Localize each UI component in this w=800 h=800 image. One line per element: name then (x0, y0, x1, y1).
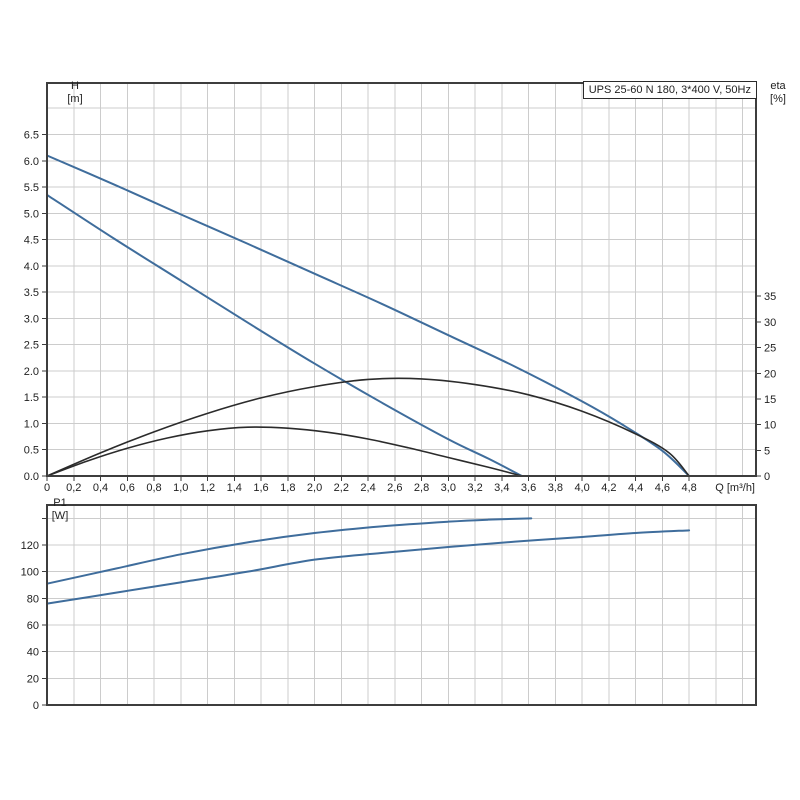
y-tick-label: 100 (21, 567, 39, 579)
y-tick-label: 2.5 (24, 340, 39, 352)
y-tick-label: 3.0 (24, 313, 39, 325)
y-tick-label: 60 (27, 620, 39, 632)
x-tick-label: 3,6 (521, 482, 536, 494)
y2-tick-label: 20 (764, 368, 776, 380)
curve-eta-max-speed (46, 377, 690, 477)
plot-background (47, 83, 756, 476)
x-tick-label: 3,0 (441, 482, 456, 494)
y-tick-label: 5.0 (24, 208, 39, 220)
curve-p1-max-speed (46, 517, 533, 585)
curve-eta-min-speed (46, 426, 523, 477)
y-tick-label: 4.0 (24, 261, 39, 273)
y2-tick-label: 0 (764, 471, 770, 483)
y2-tick-label: 10 (764, 420, 776, 432)
y-tick-label: 1.0 (24, 418, 39, 430)
p1-axis-unit: [W] (51, 509, 69, 522)
chart-title: UPS 25-60 N 180, 3*400 V, 50Hz (582, 81, 757, 99)
x-tick-label: 4,4 (628, 482, 643, 494)
x-tick-label: 0,4 (93, 482, 108, 494)
plot-frame (46, 82, 757, 477)
x-tick-label: 1,6 (253, 482, 268, 494)
y-tick-label: 6.0 (24, 156, 39, 168)
h-axis-name: H (71, 80, 79, 92)
x-tick-label: 2,6 (387, 482, 402, 494)
y-tick-label: 20 (27, 673, 39, 685)
x-tick-label: 4,0 (574, 482, 589, 494)
x-tick-label: 2,4 (360, 482, 375, 494)
x-tick-label: 4,2 (601, 482, 616, 494)
y-tick-label: 4.5 (24, 235, 39, 247)
y-tick-label: 5.5 (24, 182, 39, 194)
y-tick-label: 120 (21, 540, 39, 552)
x-tick-label: 4,6 (655, 482, 670, 494)
y-tick-label: 3.5 (24, 287, 39, 299)
y2-tick-label: 25 (764, 343, 776, 355)
eta-axis-label: eta [%] (757, 80, 799, 105)
p1-axis-label: P1 [W] (42, 497, 78, 522)
y2-tick-label: 5 (764, 445, 770, 457)
curve-h-min-speed (46, 193, 523, 477)
x-tick-label: 1,2 (200, 482, 215, 494)
y-tick-label: 2.0 (24, 366, 39, 378)
x-tick-label: 2,2 (334, 482, 349, 494)
x-tick-label: 0 (44, 482, 50, 494)
y-tick-label: 0.0 (24, 471, 39, 483)
x-tick-label: 0,6 (120, 482, 135, 494)
q-axis-label: Q [m³/h] (715, 482, 755, 494)
x-tick-label: 3,8 (548, 482, 563, 494)
eta-axis-unit: [%] (770, 92, 786, 105)
x-tick-label: 2,8 (414, 482, 429, 494)
hq-eta-chart: 0 0,2 0,4 0,6 0,8 1,0 1,2 1,4 1,6 1,8 2,0 2,2 2,4 2,6… (24, 82, 776, 494)
plot-frame (46, 504, 757, 706)
eta-axis-name: eta (770, 80, 786, 92)
y-tick-label: 80 (27, 593, 39, 605)
x-tick-label: 0,8 (146, 482, 161, 494)
plot-background (47, 505, 756, 705)
y-tick-label: 40 (27, 647, 39, 659)
y-tick-label: 0 (33, 700, 39, 712)
y-tick-label: 6.5 (24, 129, 39, 141)
x-tick-label: 1,0 (173, 482, 188, 494)
p1-axis-name: P1 (53, 497, 67, 509)
x-tick-label: 0,2 (66, 482, 81, 494)
h-axis-unit: [m] (67, 92, 83, 105)
y2-tick-label: 15 (764, 394, 776, 406)
curve-h-max-speed (46, 154, 691, 477)
x-tick-label: 3,2 (467, 482, 482, 494)
x-tick-label: 1,4 (227, 482, 242, 494)
y2-tick-label: 30 (764, 317, 776, 329)
y-tick-label: 1.5 (24, 392, 39, 404)
curve-p1-min-speed (46, 529, 691, 605)
x-tick-label: 1,8 (280, 482, 295, 494)
y2-tick-label: 35 (764, 291, 776, 303)
x-tick-label: 4,8 (681, 482, 696, 494)
x-tick-label: 2,0 (307, 482, 322, 494)
h-axis-label: H [m] (57, 80, 93, 105)
x-tick-label: 3,4 (494, 482, 509, 494)
y-tick-label: 0.5 (24, 445, 39, 457)
p1-chart: 0 20 40 60 80 100 120 (21, 504, 757, 712)
